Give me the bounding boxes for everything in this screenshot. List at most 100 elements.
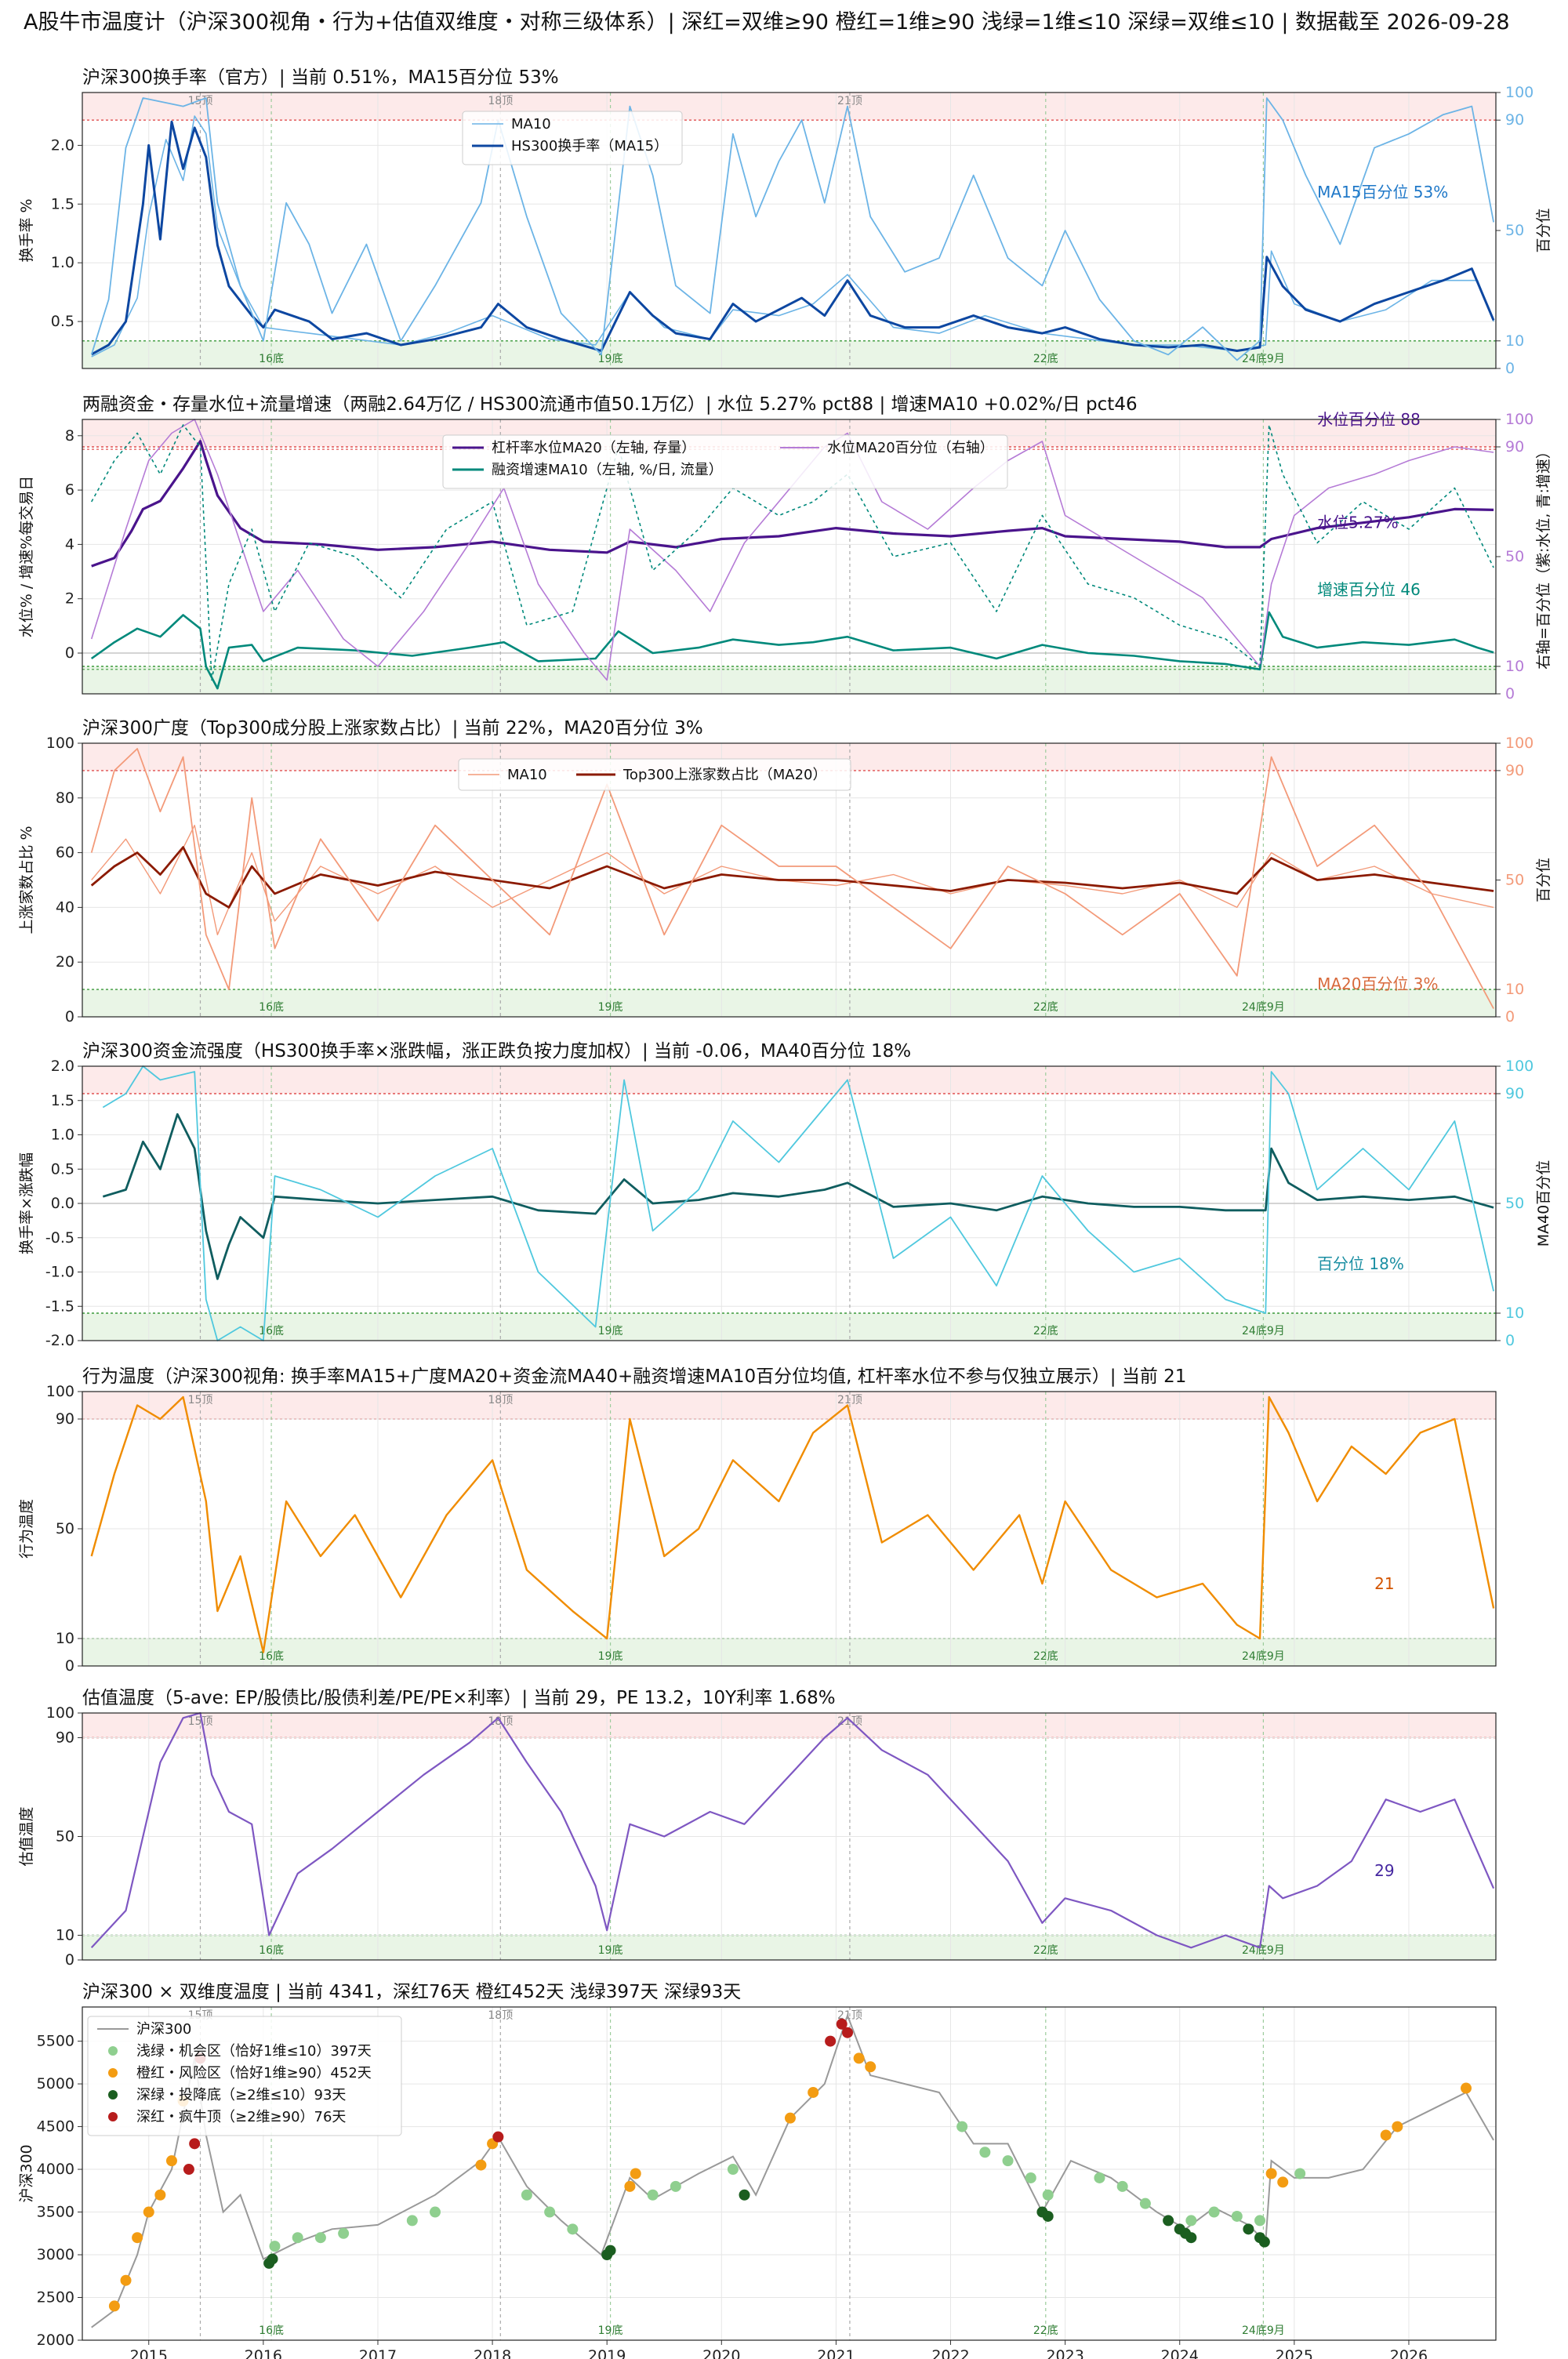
legend-breadth: MA10 Top300上涨家数占比（MA20）: [458, 758, 851, 791]
regime-point: [430, 2206, 441, 2218]
bottom-marker-label: 22底: [1033, 353, 1058, 365]
y-tick-label: 0: [65, 1951, 74, 1969]
y-tick-label: 80: [56, 789, 74, 807]
bottom-marker-label: 24底9月: [1242, 1325, 1285, 1337]
bottom-marker-label: 19底: [598, 1650, 623, 1663]
series-line: [90, 97, 1494, 361]
y-axis-label: 沪深300: [18, 2144, 35, 2202]
bottom-marker-label: 22底: [1033, 1650, 1058, 1663]
bottom-marker-label: 16底: [259, 2325, 284, 2337]
axes-frame: [82, 1391, 1497, 1667]
legend-label: 沪深300: [136, 2021, 191, 2038]
hot-band: [82, 1392, 1496, 1419]
y-right-tick-label: 0: [1505, 1008, 1515, 1025]
legend-label: 融资增速MA10（左轴, %/日, 流量）: [492, 462, 723, 478]
regime-point: [567, 2223, 579, 2235]
legend-swatch: [108, 2068, 118, 2078]
series-line: [102, 1065, 1494, 1341]
y-tick-label: 2.0: [51, 1058, 74, 1075]
regime-point: [269, 2241, 281, 2252]
bottom-marker-label: 16底: [259, 1001, 284, 1014]
y-tick-label: 1.5: [51, 195, 74, 212]
panel-valuation: 估值温度（5-ave: EP/股债比/股债利差/PE/PE×利率）| 当前 29…: [18, 1688, 1497, 1969]
regime-point: [1258, 2236, 1270, 2248]
legend-swatch: [108, 2090, 118, 2100]
top-marker-label: 21顶: [837, 95, 862, 107]
axes-frame: [82, 1065, 1497, 1341]
panel-title: 沪深300广度（Top300成分股上涨家数占比）| 当前 22%，MA20百分位…: [82, 718, 703, 739]
y-tick-label: 0.5: [51, 313, 74, 330]
y-tick-label: 100: [46, 1704, 74, 1722]
series-line: [102, 1112, 1494, 1280]
legend-label: 浅绿・机会区（恰好1维≤10）397天: [136, 2043, 372, 2060]
x-tick-label: 2021: [817, 2347, 855, 2359]
x-tick-label: 2023: [1046, 2347, 1083, 2359]
regime-point: [267, 2253, 278, 2265]
panel-title: 沪深300换手率（官方）| 当前 0.51%，MA15百分位 53%: [82, 67, 559, 88]
regime-point: [670, 2180, 681, 2192]
annotation: MA15百分位 53%: [1317, 183, 1448, 201]
y-tick-label: -1.0: [45, 1264, 74, 1281]
regime-point: [1231, 2210, 1243, 2222]
y-right-tick-label: 90: [1505, 438, 1524, 455]
regime-point: [1163, 2215, 1174, 2227]
y-right-tick-label: 90: [1505, 1085, 1524, 1102]
bottom-marker-label: 19底: [598, 1001, 623, 1014]
regime-point: [1116, 2180, 1128, 2192]
page-title: A股牛市温度计（沪深300视角・行为+估值双维度・对称三级体系）| 深红=双维≥…: [24, 10, 1510, 34]
top-marker-label: 21顶: [837, 2009, 862, 2022]
bottom-marker-label: 19底: [598, 2325, 623, 2337]
regime-point: [1042, 2210, 1054, 2222]
y-right-tick-label: 10: [1505, 1305, 1524, 1322]
y-tick-label: 100: [46, 735, 74, 752]
regime-point: [108, 2300, 120, 2312]
top-marker-label: 15顶: [188, 95, 213, 107]
top-marker-label: 18顶: [488, 2009, 513, 2022]
y-tick-label: 3000: [37, 2246, 74, 2263]
y-right-tick-label: 90: [1505, 762, 1524, 779]
y-tick-label: 0: [65, 1657, 74, 1675]
y-tick-label: 1.0: [51, 1127, 74, 1144]
top-marker-label: 15顶: [188, 1394, 213, 1406]
y-axis-label: 换手率×涨跌幅: [18, 1152, 35, 1254]
y-tick-label: 0: [65, 1008, 74, 1025]
axes-frame: [82, 419, 1497, 695]
regime-point: [189, 2138, 201, 2150]
y-tick-label: 5000: [37, 2075, 74, 2092]
x-tick-label: 2015: [130, 2347, 168, 2359]
bottom-marker-label: 19底: [598, 1944, 623, 1957]
y-right-axis-label: MA40百分位: [1535, 1160, 1552, 1247]
panel-title: 估值温度（5-ave: EP/股债比/股债利差/PE/PE×利率）| 当前 29…: [82, 1688, 836, 1708]
regime-point: [492, 2131, 504, 2143]
series-line: [90, 419, 1494, 681]
bottom-marker-label: 22底: [1033, 1001, 1058, 1014]
panel-title: 沪深300 × 双维度温度 | 当前 4341，深红76天 橙红452天 浅绿3…: [82, 1982, 741, 2002]
regime-point: [475, 2159, 487, 2171]
legend-turnover: MA10 HS300换手率（MA15）: [462, 111, 683, 165]
regime-point: [132, 2232, 143, 2244]
y-tick-label: 60: [56, 844, 74, 862]
cold-band: [82, 1313, 1496, 1341]
panel-behavior: 行为温度（沪深300视角: 换手率MA15+广度MA20+资金流MA40+融资增…: [18, 1366, 1497, 1675]
y-axis-label: 换手率 %: [18, 198, 35, 262]
regime-point: [784, 2112, 796, 2124]
y-tick-label: 20: [56, 953, 74, 971]
x-tick-label: 2025: [1276, 2347, 1313, 2359]
series-line: [91, 424, 1494, 681]
regime-point: [956, 2121, 968, 2132]
annotation: 21: [1374, 1574, 1394, 1593]
y-tick-label: 100: [46, 1383, 74, 1400]
y-right-tick-label: 90: [1505, 111, 1524, 129]
top-marker-label: 21顶: [837, 1394, 862, 1406]
bottom-marker-label: 22底: [1033, 1325, 1058, 1337]
panel-index: 沪深300 × 双维度温度 | 当前 4341，深红76天 橙红452天 浅绿3…: [18, 1982, 1497, 2359]
y-right-tick-label: 50: [1505, 222, 1524, 239]
y-tick-label: 1.0: [51, 254, 74, 271]
y-tick-label: 4: [65, 535, 74, 553]
series-line: [91, 115, 1494, 357]
y-tick-label: 1.5: [51, 1092, 74, 1109]
regime-point: [630, 2168, 641, 2179]
y-tick-label: 8: [65, 427, 74, 445]
top-marker-label: 18顶: [488, 1394, 513, 1406]
